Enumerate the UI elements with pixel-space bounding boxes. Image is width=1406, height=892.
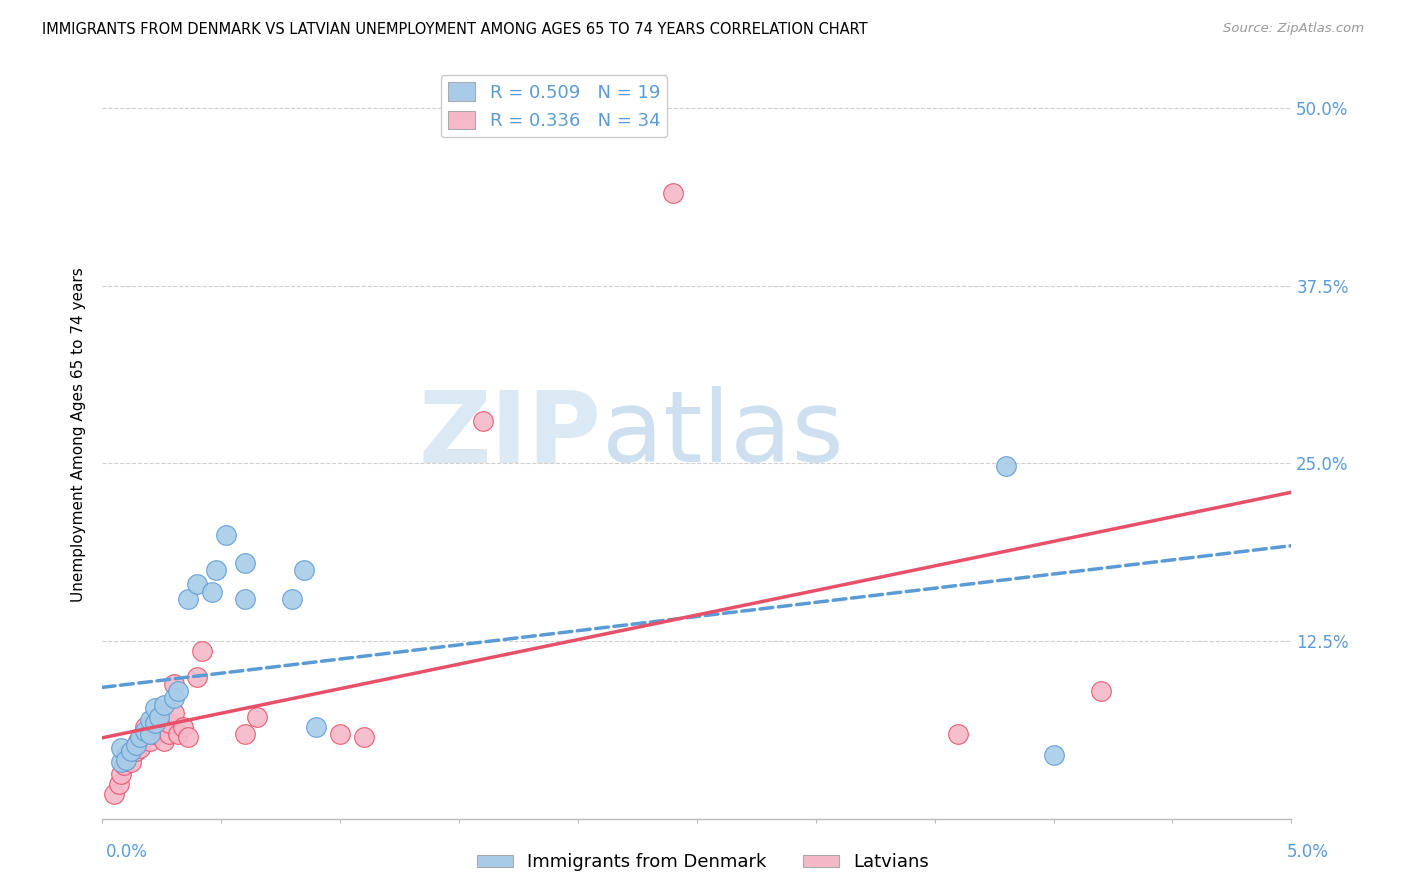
Point — [153, 698, 176, 713]
Point — [124, 739, 146, 753]
Point — [143, 727, 166, 741]
Legend: Immigrants from Denmark, Latvians: Immigrants from Denmark, Latvians — [470, 847, 936, 879]
Point — [172, 720, 194, 734]
Point — [177, 591, 200, 606]
Point — [292, 563, 315, 577]
Point — [167, 727, 190, 741]
Point — [115, 752, 138, 766]
Point — [143, 701, 166, 715]
Point — [134, 730, 156, 744]
Point — [186, 577, 208, 591]
Point — [353, 730, 375, 744]
Point — [177, 730, 200, 744]
Point — [115, 748, 138, 763]
Point — [110, 756, 132, 770]
Point — [103, 787, 125, 801]
Point — [139, 713, 162, 727]
Text: IMMIGRANTS FROM DENMARK VS LATVIAN UNEMPLOYMENT AMONG AGES 65 TO 74 YEARS CORREL: IMMIGRANTS FROM DENMARK VS LATVIAN UNEMP… — [42, 22, 868, 37]
Point — [1090, 684, 1112, 698]
Point — [471, 414, 494, 428]
Point — [191, 644, 214, 658]
Point — [134, 720, 156, 734]
Point — [233, 591, 256, 606]
Point — [129, 730, 152, 744]
Point — [110, 741, 132, 756]
Point — [139, 727, 162, 741]
Text: 5.0%: 5.0% — [1286, 843, 1329, 861]
Point — [1042, 748, 1064, 763]
Point — [281, 591, 304, 606]
Point — [201, 584, 224, 599]
Point — [127, 734, 149, 748]
Point — [129, 741, 152, 756]
Point — [139, 734, 162, 748]
Y-axis label: Unemployment Among Ages 65 to 74 years: Unemployment Among Ages 65 to 74 years — [72, 268, 86, 602]
Point — [148, 720, 170, 734]
Point — [305, 720, 328, 734]
Text: Source: ZipAtlas.com: Source: ZipAtlas.com — [1223, 22, 1364, 36]
Point — [186, 670, 208, 684]
Point — [162, 691, 184, 706]
Point — [157, 715, 180, 730]
Point — [120, 756, 142, 770]
Point — [134, 724, 156, 739]
Point — [148, 710, 170, 724]
Point — [162, 677, 184, 691]
Text: atlas: atlas — [602, 386, 844, 483]
Point — [148, 710, 170, 724]
Point — [157, 727, 180, 741]
Point — [112, 758, 135, 772]
Point — [167, 684, 190, 698]
Point — [110, 766, 132, 780]
Point — [215, 527, 238, 541]
Point — [153, 734, 176, 748]
Point — [994, 459, 1017, 474]
Point — [948, 727, 970, 741]
Point — [120, 744, 142, 758]
Point — [139, 724, 162, 739]
Point — [162, 706, 184, 720]
Point — [143, 715, 166, 730]
Legend: R = 0.509   N = 19, R = 0.336   N = 34: R = 0.509 N = 19, R = 0.336 N = 34 — [440, 75, 668, 137]
Point — [124, 744, 146, 758]
Point — [246, 710, 269, 724]
Point — [662, 186, 685, 200]
Point — [329, 727, 352, 741]
Text: ZIP: ZIP — [419, 386, 602, 483]
Point — [233, 727, 256, 741]
Point — [143, 715, 166, 730]
Point — [205, 563, 228, 577]
Text: 0.0%: 0.0% — [105, 843, 148, 861]
Point — [233, 556, 256, 570]
Point — [108, 777, 131, 791]
